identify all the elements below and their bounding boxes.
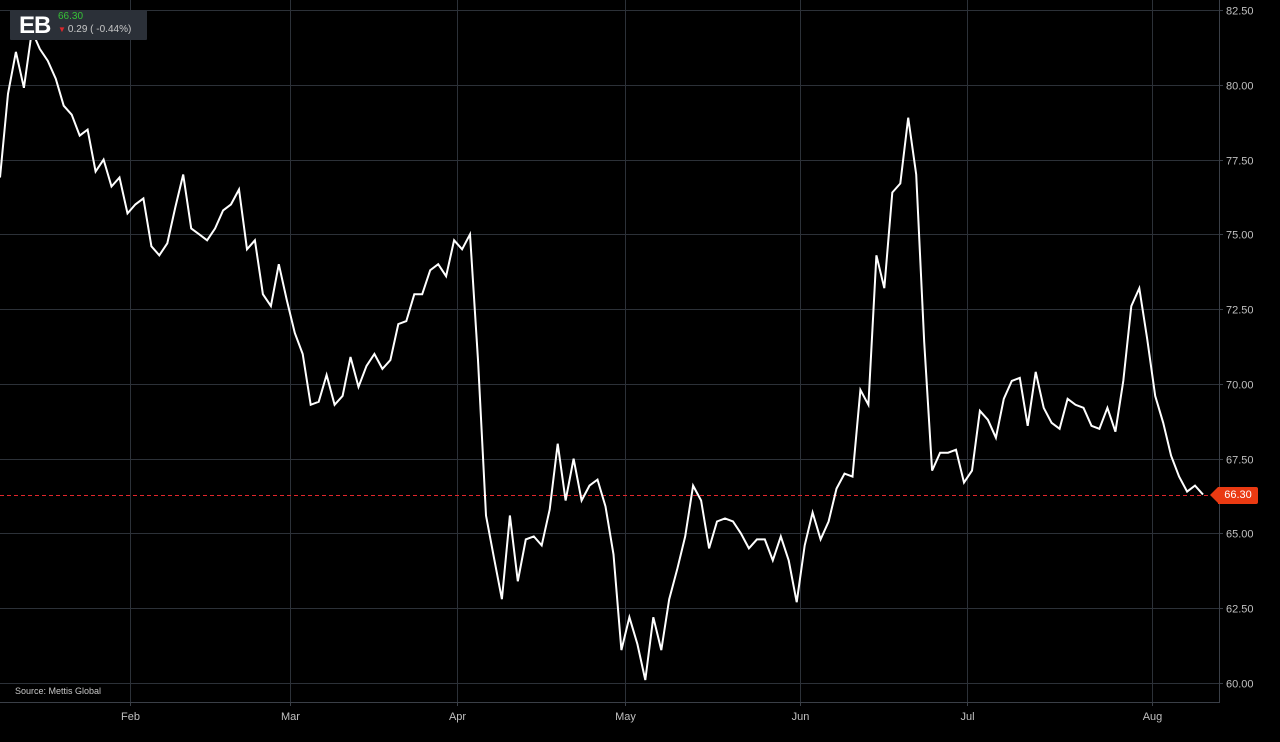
y-tick-label: 82.50	[1226, 6, 1254, 18]
x-axis-labels: Feb Mar Apr May Jun Jul Aug	[121, 711, 1162, 723]
y-tick-label: 80.00	[1226, 81, 1254, 93]
ticker-badge: EB 66.30 ▼ 0.29 ( -0.44%)	[10, 10, 147, 40]
x-tick-label: Apr	[449, 711, 466, 723]
x-tick-label: Mar	[281, 711, 300, 723]
price-series-line[interactable]	[0, 27, 1204, 681]
triangle-down-icon: ▼	[58, 25, 66, 34]
x-tick-label: Jul	[960, 711, 974, 723]
ticker-price: 66.30	[58, 11, 84, 22]
vertical-gridlines	[130, 0, 1153, 706]
y-tick-label: 70.00	[1226, 380, 1254, 392]
y-tick-label: 60.00	[1226, 679, 1254, 691]
x-tick-label: Feb	[121, 711, 140, 723]
y-tick-label: 62.50	[1226, 604, 1254, 616]
ticker-change: ▼ 0.29 ( -0.44%)	[58, 24, 131, 35]
y-tick-label: 77.50	[1226, 156, 1254, 168]
ticker-symbol: EB	[19, 12, 51, 39]
ticker-change-value: 0.29 ( -0.44%)	[67, 24, 132, 35]
source-note: Source: Mettis Global	[15, 686, 102, 696]
x-tick-label: Aug	[1143, 711, 1163, 723]
y-tick-label: 75.00	[1226, 230, 1254, 242]
y-axis-labels: 60.00 62.50 65.00 67.50 70.00 72.50 75.00 77.50…	[1226, 6, 1254, 691]
last-price-tag: 66.30	[1210, 487, 1258, 504]
x-tick-label: Jun	[792, 711, 810, 723]
x-tick-label: May	[615, 711, 636, 723]
y-tick-label: 67.50	[1226, 455, 1254, 467]
y-tick-label: 65.00	[1226, 529, 1254, 541]
horizontal-gridlines	[0, 10, 1223, 684]
y-tick-label: 72.50	[1226, 305, 1254, 317]
